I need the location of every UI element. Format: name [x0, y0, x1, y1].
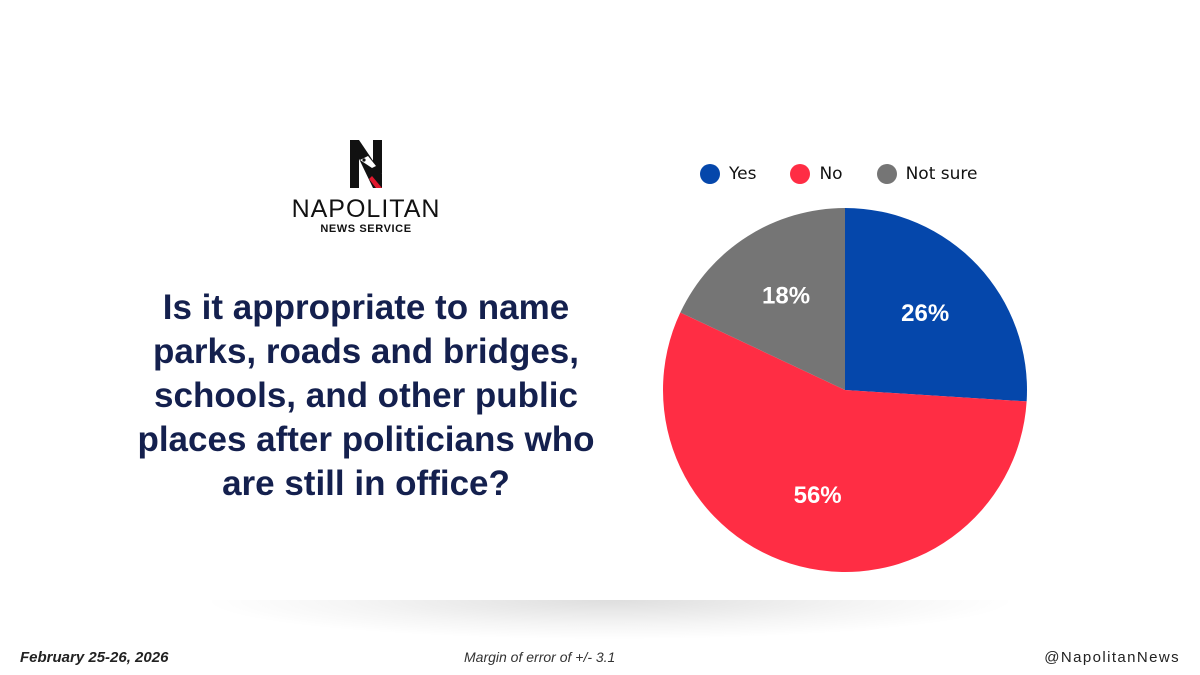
logo-name: NAPOLITAN — [291, 195, 441, 223]
n-eagle-icon — [350, 140, 382, 188]
pie-slice-yes — [845, 208, 1027, 402]
legend-swatch — [790, 164, 811, 184]
pie-slice-no — [663, 312, 1027, 572]
pie-label-not-sure: 18% — [762, 282, 810, 309]
legend-label: Not sure — [905, 164, 978, 184]
napolitan-logo: NAPOLITAN NEWS SERVICE — [290, 138, 442, 238]
legend-item-not-sure: Not sure — [876, 164, 978, 184]
legend-item-no: No — [790, 164, 843, 184]
pie-label-no: 56% — [794, 482, 842, 509]
legend-label: No — [819, 164, 843, 184]
legend-item-yes: Yes — [700, 164, 756, 184]
pie-label-yes: 26% — [901, 300, 949, 327]
social-handle: @NapolitanNews — [1044, 649, 1180, 666]
card-shadow — [200, 600, 1020, 640]
logo-subtitle: NEWS SERVICE — [320, 223, 412, 235]
poll-date: February 25-26, 2026 — [20, 649, 169, 666]
legend-swatch — [876, 164, 897, 184]
legend-swatch — [700, 164, 720, 184]
legend-label: Yes — [729, 164, 757, 184]
pie-chart: 26% 56% 18% — [663, 208, 1027, 572]
margin-of-error: Margin of error of +/- 3.1 — [464, 649, 616, 665]
chart-legend: Yes No Not sure — [700, 160, 1000, 188]
pie-slice-not-sure — [680, 208, 845, 390]
poll-question: Is it appropriate to name parks, roads a… — [137, 288, 595, 503]
